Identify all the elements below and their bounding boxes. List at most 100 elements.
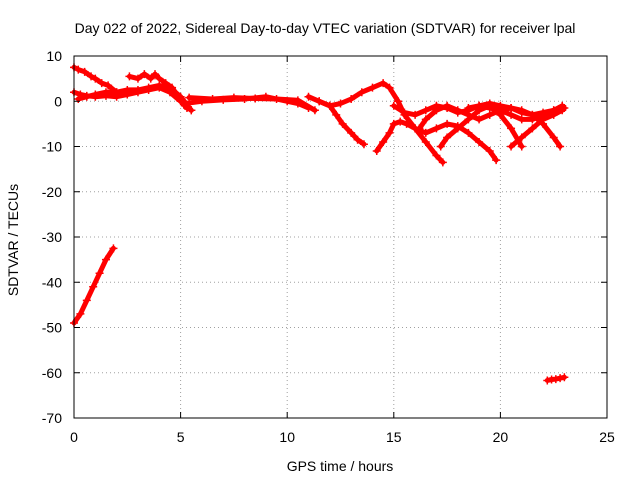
data-point	[464, 128, 473, 137]
data-point	[492, 156, 501, 165]
x-tick-label: 5	[177, 429, 185, 445]
data-point	[104, 81, 113, 90]
data-point	[556, 142, 565, 151]
data-point	[174, 92, 183, 101]
x-tick-label: 20	[493, 429, 509, 445]
data-point	[402, 119, 411, 128]
data-point	[496, 106, 505, 115]
data-point	[357, 88, 366, 97]
data-point	[436, 142, 445, 151]
data-point	[332, 110, 341, 119]
x-axis: 0 5 10 15 20 25	[70, 429, 615, 445]
data-point	[475, 101, 484, 110]
data-point	[353, 135, 362, 144]
data-point	[155, 81, 164, 90]
data-point	[453, 106, 462, 115]
data-point	[368, 83, 377, 92]
data-point	[293, 96, 302, 105]
data-point	[443, 133, 452, 142]
data-point	[464, 115, 473, 124]
data-point	[528, 124, 537, 133]
plot-area	[70, 63, 569, 385]
y-tick-label: -40	[42, 274, 62, 290]
data-point	[385, 128, 394, 137]
series-line	[465, 103, 565, 122]
data-point	[144, 83, 153, 92]
data-point	[421, 128, 430, 137]
data-point	[76, 309, 85, 318]
y-tick-label: 10	[46, 48, 62, 64]
data-point	[338, 119, 347, 128]
data-point	[180, 99, 189, 108]
data-point	[187, 106, 196, 115]
data-point	[372, 147, 381, 156]
data-point	[432, 106, 441, 115]
x-axis-label: GPS time / hours	[287, 458, 394, 474]
data-point	[161, 79, 170, 88]
data-point	[91, 74, 100, 83]
data-point	[485, 147, 494, 156]
data-point	[359, 140, 368, 149]
chart-title: Day 022 of 2022, Sidereal Day-to-day VTE…	[75, 20, 576, 36]
data-point	[185, 93, 194, 102]
data-point	[549, 110, 558, 119]
x-tick-label: 25	[599, 429, 615, 445]
y-tick-label: -10	[42, 139, 62, 155]
series-sat-n	[464, 101, 567, 124]
data-point	[347, 94, 356, 103]
data-point	[140, 70, 149, 79]
data-point	[560, 373, 569, 382]
series-sat-p	[543, 373, 569, 385]
data-point	[146, 74, 155, 83]
data-point	[151, 70, 160, 79]
data-point	[325, 101, 334, 110]
series-sat-d	[125, 70, 196, 115]
data-point	[551, 375, 560, 384]
data-point	[507, 110, 516, 119]
data-point	[421, 115, 430, 124]
data-point	[432, 151, 441, 160]
y-axis: 10 0 -10 -20 -30 -40 -50 -60 -70	[42, 48, 62, 426]
y-tick-label: -20	[42, 184, 62, 200]
data-point	[123, 85, 132, 94]
data-point	[543, 376, 552, 385]
data-point	[415, 124, 424, 133]
data-point	[517, 115, 526, 124]
data-point	[507, 104, 516, 113]
data-point	[485, 110, 494, 119]
series-sat-e	[70, 244, 118, 327]
series-sat-i	[315, 97, 368, 149]
data-point	[379, 137, 388, 146]
data-point	[87, 72, 96, 81]
data-point	[74, 65, 83, 74]
data-point	[272, 94, 281, 103]
data-point	[394, 97, 403, 106]
data-point	[385, 83, 394, 92]
data-point	[549, 133, 558, 142]
data-point	[310, 106, 319, 115]
data-point	[168, 83, 177, 92]
data-point	[453, 124, 462, 133]
data-point	[464, 104, 473, 113]
data-point	[485, 104, 494, 113]
data-point	[421, 137, 430, 146]
data-point	[109, 244, 118, 253]
y-tick-label: -50	[42, 320, 62, 336]
data-point	[432, 124, 441, 133]
y-tick-label: -70	[42, 410, 62, 426]
data-point	[101, 255, 110, 264]
y-tick-label: 0	[54, 93, 62, 109]
data-point	[82, 92, 91, 101]
series-line	[508, 107, 565, 149]
data-point	[80, 67, 89, 76]
series-sat-o	[507, 106, 567, 151]
x-tick-label: 0	[70, 429, 78, 445]
data-point	[517, 142, 526, 151]
data-point	[125, 72, 134, 81]
x-tick-label: 10	[279, 429, 295, 445]
data-point	[421, 106, 430, 115]
x-tick-label: 15	[386, 429, 402, 445]
data-point	[304, 92, 313, 101]
